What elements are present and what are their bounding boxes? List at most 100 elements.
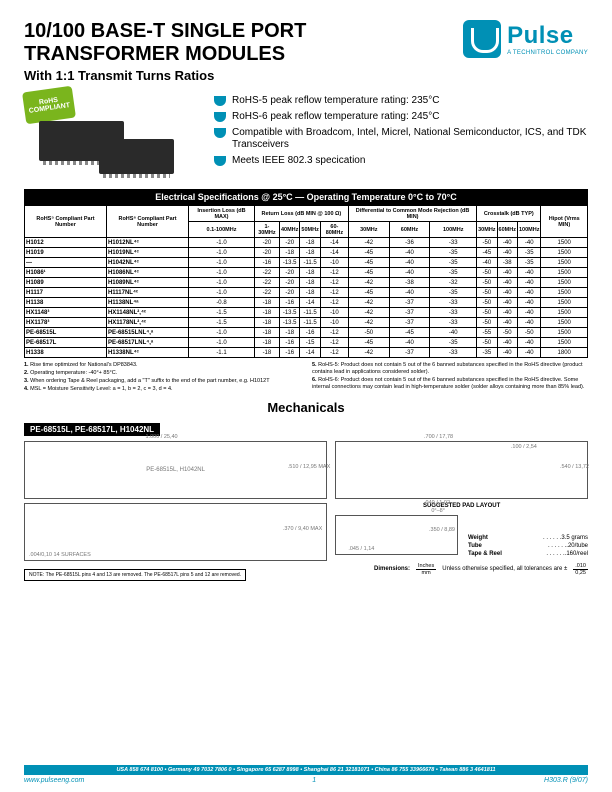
table-cell: -12 [320,328,348,338]
table-cell: -16 [279,348,299,358]
table-subheader: 100MHz [430,222,477,238]
table-header: Differential to Common Mode Rejection (d… [348,206,476,222]
table-cell: -12 [320,278,348,288]
table-cell: -13.5 [279,258,299,268]
table-cell: -35 [430,248,477,258]
table-cell: 1500 [541,328,588,338]
table-cell: -40 [497,348,517,358]
drawing-pad-layout: .700 / 17,78 .100 / 2,54 .540 / 13,72 .0… [335,441,588,499]
table-cell: -22 [254,278,279,288]
table-cell: -1.0 [189,238,255,248]
table-row: H1117H1117NL⁴ᶜ-1.0-22-20-18-12-45-40-35-… [25,288,588,298]
table-cell: H1138NL⁴ᵃ [106,298,188,308]
logo: Pulse A TECHNITROL COMPANY [463,20,588,58]
footnote: 1. Rise time optimized for National's DP… [24,362,300,369]
table-subheader: 100MHz [517,222,540,238]
table-cell: -14 [320,248,348,258]
table-cell: -11.5 [300,318,320,328]
table-cell: -45 [348,288,389,298]
drawing-chip-label: PE-68515L, H1042NL [146,467,205,473]
table-cell: -14 [320,238,348,248]
notes-right: 5. RoHS-5: Product does not contain 5 ou… [312,362,588,394]
table-head: RoHS⁵ Compliant Part NumberRoHS⁶ Complia… [25,206,588,238]
feature-item: Compatible with Broadcom, Intel, Micrel,… [214,127,588,151]
table-cell: -40 [389,258,430,268]
table-cell: -40 [497,318,517,328]
table-row: H1089H1089NL⁴ᶜ-1.0-22-20-18-12-42-38-32-… [25,278,588,288]
table-cell: 1500 [541,288,588,298]
table-row: HX1148³HX1148NL²,⁴ᶜ-1.5-18-13.5-11.5-10-… [25,308,588,318]
table-cell: 1500 [541,278,588,288]
table-cell: -42 [348,348,389,358]
table-cell: H1019NL⁴ᶜ [106,248,188,258]
table-subheader: 30MHz [348,222,389,238]
footer-url: www.pulseeng.com [24,777,84,784]
table-subheader: 30MHz [477,222,497,238]
table-cell: H1138 [25,298,107,308]
table-cell: -50 [497,328,517,338]
table-cell: -40 [497,268,517,278]
table-cell: -22 [254,288,279,298]
table-cell: 1800 [541,348,588,358]
table-cell: H1117 [25,288,107,298]
table-cell: -20 [279,278,299,288]
table-cell: -35 [430,268,477,278]
table-cell: -37 [389,308,430,318]
table-cell: H1086NL⁴ᶜ [106,268,188,278]
table-cell: -40 [517,298,540,308]
table-cell: -36 [389,238,430,248]
footer-doc: H303.R (9/07) [544,777,588,784]
table-cell: HX1178³ [25,318,107,328]
table-cell: H1042NL⁴ᶜ [106,258,188,268]
table-cell: 1500 [541,298,588,308]
table-cell: -38 [497,258,517,268]
table-cell: -18 [300,278,320,288]
table-cell: -20 [279,268,299,278]
table-cell: HX1148NL²,⁴ᶜ [106,308,188,318]
logo-tagline: A TECHNITROL COMPANY [507,50,588,56]
table-cell: -40 [497,308,517,318]
table-cell: -1.0 [189,258,255,268]
table-cell: -40 [517,338,540,348]
table-cell: -40 [389,248,430,258]
table-cell: -1.0 [189,328,255,338]
table-cell: -32 [430,278,477,288]
table-cell: -45 [348,258,389,268]
table-cell: -40 [517,318,540,328]
table-header: Return Loss (dB MIN @ 100 Ω) [254,206,348,222]
table-cell: -1.0 [189,278,255,288]
weight-item: Weight. . . . . .3.5 grams [468,535,588,543]
dimensions-row: Dimensions: Inchesmm Unless otherwise sp… [335,563,588,576]
table-cell: H1089 [25,278,107,288]
table-cell: -16 [300,328,320,338]
table-cell: -0.8 [189,298,255,308]
table-cell: PE-68517LNL⁴,ᵃ [106,338,188,348]
drawing-side-view: .004/0,10 14 SURFACES .370 / 9,40 MAX [24,503,327,561]
table-cell: -18 [279,248,299,258]
table-cell: -18 [300,288,320,298]
table-cell: -42 [348,278,389,288]
header: 10/100 BASE-T SINGLE PORT TRANSFORMER MO… [24,20,588,83]
dim-label: .350 / 8,89 [429,527,455,533]
table-cell: H1012NL⁴ᶜ [106,238,188,248]
table-cell: PE-68517L [25,338,107,348]
product-image: RoHS COMPLIANT [24,91,204,181]
footnote: 6. RoHS-6: Product does not contain 5 ou… [312,377,588,391]
table-cell: -45 [348,268,389,278]
table-cell: -22 [254,268,279,278]
table-cell: -20 [279,238,299,248]
table-subheader: 40MHz [279,222,299,238]
table-cell: -12 [320,348,348,358]
table-cell: -1.1 [189,348,255,358]
dimensions-label: Dimensions: [374,566,410,572]
table-subheader: 1-30MHz [254,222,279,238]
table-cell: -40 [389,288,430,298]
dim-label: .045 / 1,14 [348,546,374,552]
table-row: H1138H1138NL⁴ᵃ-0.8-18-16-14-12-42-37-33-… [25,298,588,308]
table-cell: PE-68515L [25,328,107,338]
table-cell: H1089NL⁴ᶜ [106,278,188,288]
table-cell: -40 [517,288,540,298]
page-title: 10/100 BASE-T SINGLE PORT TRANSFORMER MO… [24,20,463,66]
table-cell: -20 [279,288,299,298]
table-header: RoHS⁵ Compliant Part Number [25,206,107,238]
